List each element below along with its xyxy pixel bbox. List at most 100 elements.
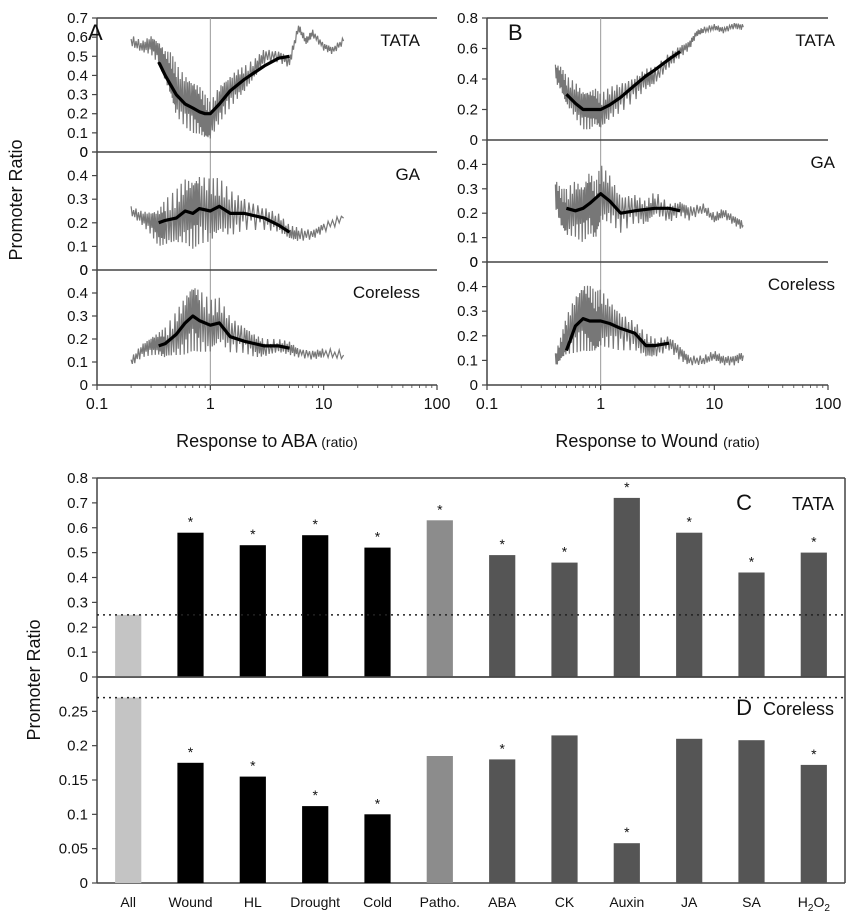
y-tick-label: 0.05 (59, 841, 88, 858)
bar (177, 762, 204, 883)
y-tick-label: 0.2 (67, 619, 88, 636)
x-tick-label: 0.1 (476, 396, 498, 413)
y-tick-label: 0.4 (67, 285, 88, 302)
significance-marker: * (562, 544, 568, 560)
y-tick-label: 0.4 (67, 67, 88, 84)
y-tick-label: 0.1 (67, 644, 88, 661)
y-tick-label: 0 (470, 132, 478, 149)
y-tick-label: 0.3 (67, 308, 88, 325)
x-tick-label: 1 (596, 396, 605, 413)
bar (800, 552, 827, 677)
raw-trace (130, 176, 344, 249)
formula-part: H (798, 894, 808, 910)
category-label: Auxin (609, 894, 644, 910)
bar (364, 814, 391, 883)
y-tick-label: 0.4 (457, 156, 478, 173)
x-axis-label-unit: (ratio) (321, 434, 358, 450)
y-tick-label: 0 (80, 669, 88, 686)
bar (364, 547, 391, 677)
bar (551, 735, 578, 883)
panel-c-ylabel: Promoter Ratio (24, 619, 44, 740)
subplot-label: TATA (380, 31, 420, 50)
y-tick-label: 0.1 (457, 230, 478, 247)
x-axis-label: Response to Wound (ratio) (555, 431, 759, 451)
smoothed-trace (565, 192, 681, 215)
significance-marker: * (811, 746, 817, 762)
bar (177, 532, 204, 677)
y-tick-label: 0.4 (457, 71, 478, 88)
bar (302, 535, 329, 677)
panel-label: C (736, 490, 752, 515)
y-tick-label: 0 (470, 254, 478, 271)
bar (115, 614, 142, 677)
subplot-label: Coreless (353, 283, 420, 302)
bar (738, 572, 765, 677)
significance-marker: * (624, 479, 630, 495)
raw-trace (554, 285, 744, 366)
y-tick-label: 0.15 (59, 772, 88, 789)
significance-marker: * (312, 516, 318, 532)
y-tick-label: 0.3 (67, 87, 88, 104)
y-tick-label: 0.8 (457, 10, 478, 27)
bar (115, 697, 142, 883)
y-tick-label: 0.1 (457, 352, 478, 369)
bar (676, 738, 703, 883)
smoothed-trace (565, 50, 682, 112)
bar (676, 532, 703, 677)
panel-a-ylabel: Promoter Ratio (6, 139, 26, 260)
panel-b: B 0.1 1 10 100 Response to Wound (ratio) 0 0.2 0… (457, 10, 841, 451)
x-axis-label-main: Response to ABA (176, 431, 321, 451)
y-tick-label: 0.2 (457, 102, 478, 119)
x-tick-label: 10 (315, 396, 333, 413)
y-tick-label: 0.1 (67, 125, 88, 142)
x-tick-label: 0.1 (86, 396, 108, 413)
subplot-label: GA (810, 153, 835, 172)
panel-series-label: TATA (792, 494, 834, 514)
raw-trace (554, 165, 744, 242)
x-axis-label-main: Response to Wound (555, 431, 723, 451)
panel-label: A (88, 20, 103, 45)
bar (489, 555, 516, 677)
smoothed-trace (158, 204, 291, 234)
y-tick-label: 0 (80, 377, 88, 394)
significance-marker: * (749, 554, 755, 570)
category-label: Wound (168, 894, 212, 910)
x-axis-label: Response to ABA (ratio) (176, 431, 358, 451)
smoothed-trace (157, 54, 290, 116)
panel-series-label: Coreless (763, 699, 834, 719)
y-tick-label: 0.3 (457, 303, 478, 320)
y-tick-label: 0 (80, 262, 88, 279)
category-label: Cold (363, 894, 392, 910)
y-tick-label: 0 (470, 254, 478, 271)
y-tick-label: 0.4 (67, 570, 88, 587)
significance-marker: * (250, 526, 256, 542)
y-tick-label: 0.3 (457, 181, 478, 198)
category-label: ABA (488, 894, 517, 910)
significance-marker: * (375, 795, 381, 811)
y-tick-label: 0.5 (67, 545, 88, 562)
x-tick-label: 100 (815, 396, 842, 413)
y-tick-label: 0.2 (67, 331, 88, 348)
y-tick-label: 0.6 (457, 41, 478, 58)
category-label: HL (244, 894, 262, 910)
significance-marker: * (375, 529, 381, 545)
subscript: 2 (824, 903, 830, 914)
category-label: H2O2 (798, 894, 831, 914)
x-axis-label-unit: (ratio) (723, 434, 760, 450)
category-label: All (120, 894, 136, 910)
significance-marker: * (312, 787, 318, 803)
y-tick-label: 0 (80, 144, 88, 161)
y-tick-label: 0.7 (67, 10, 88, 27)
category-label: Drought (290, 894, 340, 910)
y-tick-label: 0.4 (67, 168, 88, 185)
raw-trace (130, 288, 345, 365)
y-tick-label: 0.5 (67, 48, 88, 65)
bar (239, 776, 266, 883)
significance-marker: * (686, 514, 692, 530)
bar (489, 759, 516, 883)
subscript: 2 (808, 903, 814, 914)
bar (613, 843, 640, 883)
y-tick-label: 0.3 (67, 191, 88, 208)
y-tick-label: 0.4 (457, 279, 478, 296)
